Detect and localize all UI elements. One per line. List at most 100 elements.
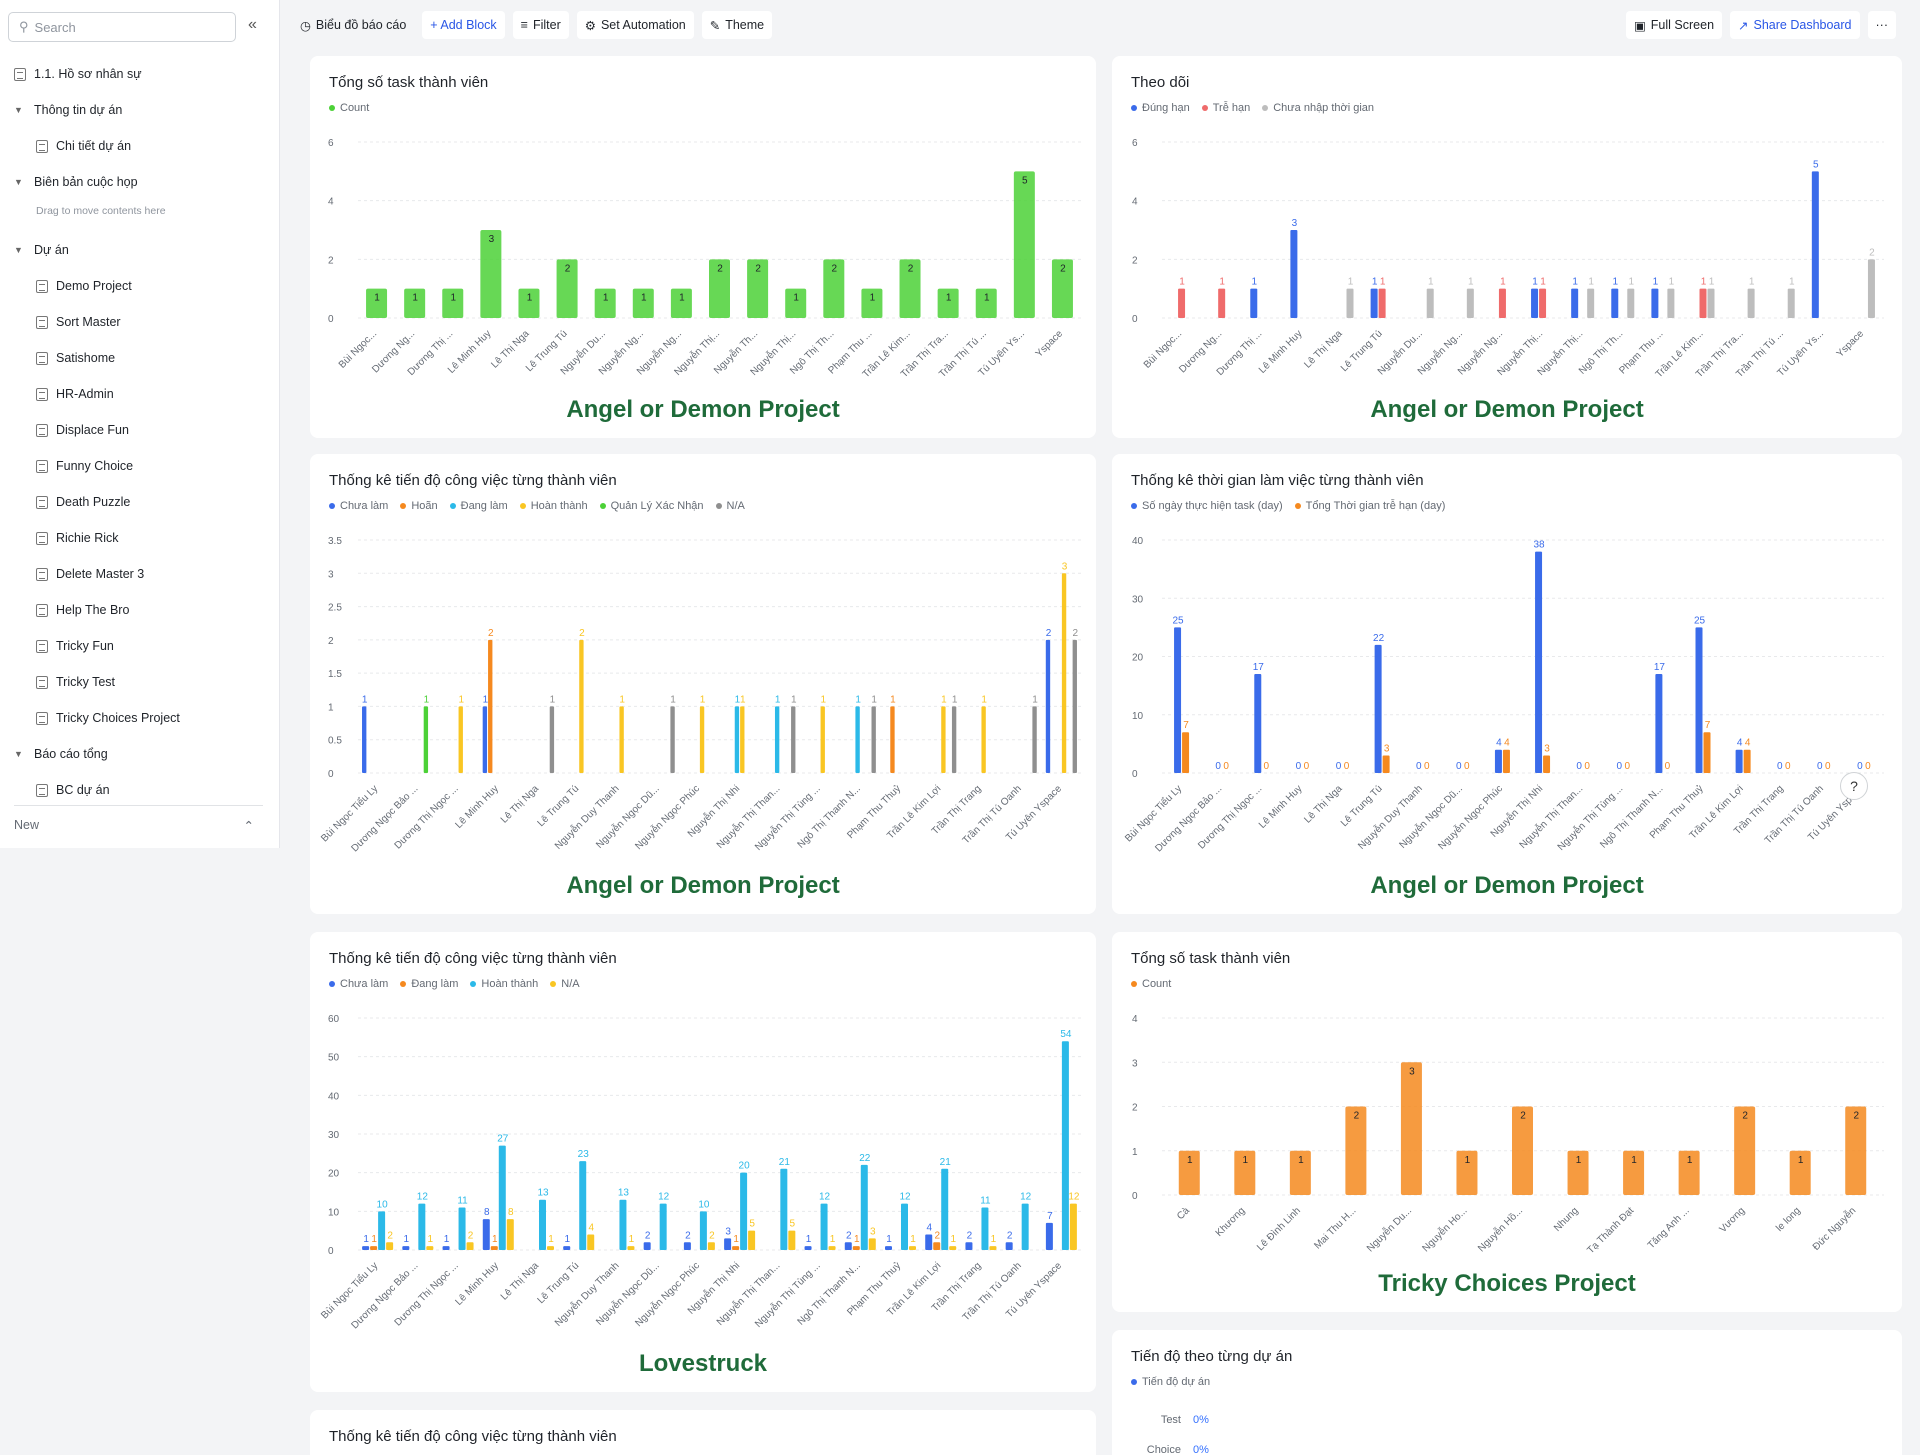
- chart-bar[interactable]: [844, 1242, 852, 1250]
- chart-bar[interactable]: [1345, 1106, 1367, 1196]
- chart-bar[interactable]: [1045, 639, 1051, 773]
- chart-bar[interactable]: [860, 1164, 868, 1250]
- chart-bar[interactable]: [1787, 288, 1795, 318]
- chart-bar[interactable]: [791, 706, 796, 773]
- sidebar-item[interactable]: ▼ Báo cáo tổng: [14, 744, 108, 764]
- chart-bar[interactable]: [734, 706, 740, 773]
- chart-bar[interactable]: [1611, 288, 1619, 318]
- chart-bar[interactable]: [861, 288, 883, 318]
- sidebar-item[interactable]: Tricky Choices Project: [36, 708, 180, 728]
- legend-item[interactable]: Chưa nhập thời gian: [1262, 102, 1374, 114]
- sidebar-item[interactable]: HR-Admin: [36, 384, 114, 404]
- set-automation-button[interactable]: ⚙ Set Automation: [576, 11, 694, 39]
- chart-bar[interactable]: [627, 1246, 635, 1250]
- chart-bar[interactable]: [1013, 171, 1035, 318]
- chart-bar[interactable]: [442, 1246, 450, 1250]
- chart-bar[interactable]: [1005, 1242, 1013, 1250]
- chart-bar[interactable]: [378, 1211, 386, 1250]
- chart-bar[interactable]: [370, 1246, 378, 1250]
- sidebar-item[interactable]: Help The Bro: [36, 600, 129, 620]
- chart-bar[interactable]: [740, 706, 745, 773]
- chart-bar[interactable]: [820, 1203, 828, 1250]
- chart-bar[interactable]: [1735, 749, 1743, 773]
- chart-bar[interactable]: [941, 1168, 949, 1250]
- chart-bar[interactable]: [1061, 573, 1067, 773]
- chart-bar[interactable]: [1651, 288, 1659, 318]
- chart-bar[interactable]: [828, 1246, 836, 1250]
- sidebar-item[interactable]: Tricky Fun: [36, 636, 114, 656]
- chart-bar[interactable]: [643, 1242, 651, 1250]
- chart-bar[interactable]: [909, 1246, 916, 1250]
- chart-bar[interactable]: [933, 1242, 941, 1250]
- legend-item[interactable]: Tổng Thời gian trễ hạn (day): [1294, 500, 1445, 512]
- legend-item[interactable]: Chưa làm: [329, 978, 388, 990]
- legend-item[interactable]: Count: [329, 102, 369, 114]
- chart-bar[interactable]: [1498, 288, 1506, 318]
- full-screen-button[interactable]: ▣ Full Screen: [1625, 11, 1723, 39]
- chart-bar[interactable]: [490, 1246, 498, 1250]
- chart-bar[interactable]: [1032, 706, 1037, 773]
- chart-bar[interactable]: [774, 706, 780, 773]
- chart-bar[interactable]: [1789, 1150, 1811, 1195]
- chart-bar[interactable]: [871, 706, 876, 773]
- chart-bar[interactable]: [579, 1161, 587, 1250]
- sidebar-item[interactable]: Death Puzzle: [36, 492, 130, 512]
- chart-bar[interactable]: [480, 230, 502, 318]
- chart-bar[interactable]: [885, 1246, 892, 1250]
- chart-bar[interactable]: [1382, 755, 1390, 773]
- chart-bar[interactable]: [659, 1203, 667, 1250]
- chart-bar[interactable]: [619, 1199, 627, 1250]
- sidebar-item[interactable]: Tricky Test: [36, 672, 115, 692]
- chart-bar[interactable]: [1667, 288, 1675, 318]
- chart-bar[interactable]: [1502, 749, 1510, 773]
- chart-bar[interactable]: [386, 1242, 394, 1250]
- chart-bar[interactable]: [362, 1246, 370, 1250]
- legend-item[interactable]: Đang làm: [400, 978, 458, 990]
- sidebar-item[interactable]: Sort Master: [36, 312, 121, 332]
- chart-bar[interactable]: [1250, 288, 1258, 318]
- chart-bar[interactable]: [366, 288, 388, 318]
- chart-bar[interactable]: [362, 706, 367, 773]
- chart-bar[interactable]: [518, 288, 540, 318]
- help-icon[interactable]: ?: [1840, 772, 1868, 800]
- chart-bar[interactable]: [539, 1199, 546, 1250]
- chart-bar[interactable]: [670, 706, 675, 773]
- chart-bar[interactable]: [466, 1242, 474, 1250]
- chart-bar[interactable]: [780, 1168, 788, 1250]
- chart-bar[interactable]: [804, 1246, 812, 1250]
- chart-bar[interactable]: [707, 1242, 715, 1250]
- legend-item[interactable]: Hoãn: [400, 500, 438, 512]
- filter-button[interactable]: ≡ Filter: [512, 11, 569, 39]
- chart-bar[interactable]: [563, 1246, 571, 1250]
- chart-bar[interactable]: [1678, 1150, 1700, 1195]
- chart-bar[interactable]: [965, 1242, 973, 1250]
- chart-bar[interactable]: [1587, 288, 1595, 318]
- chart-bar[interactable]: [1845, 1106, 1867, 1196]
- collapse-sidebar-icon[interactable]: «: [248, 16, 257, 33]
- chart-bar[interactable]: [1061, 1041, 1069, 1250]
- chart-bar[interactable]: [1567, 1150, 1589, 1195]
- chart-bar[interactable]: [1289, 1150, 1311, 1195]
- chart-bar[interactable]: [1535, 551, 1543, 773]
- chart-bar[interactable]: [1400, 1062, 1422, 1195]
- chart-bar[interactable]: [1703, 732, 1711, 773]
- chart-bar[interactable]: [788, 1230, 796, 1250]
- chart-bar[interactable]: [732, 1246, 740, 1250]
- chart-bar[interactable]: [619, 706, 624, 773]
- chart-bar[interactable]: [1543, 755, 1551, 773]
- sidebar-item[interactable]: Funny Choice: [36, 456, 133, 476]
- theme-button[interactable]: ✎ Theme: [701, 11, 773, 39]
- chart-bar[interactable]: [404, 288, 426, 318]
- chart-bar[interactable]: [890, 706, 895, 773]
- chart-bar[interactable]: [1178, 288, 1186, 318]
- chart-bar[interactable]: [1734, 1106, 1756, 1196]
- chart-bar[interactable]: [925, 1234, 933, 1250]
- chart-bar[interactable]: [855, 706, 860, 773]
- sidebar-item[interactable]: Delete Master 3: [36, 564, 144, 584]
- chart-bar[interactable]: [1254, 673, 1262, 773]
- chart-bar[interactable]: [1378, 288, 1386, 318]
- chart-bar[interactable]: [951, 706, 957, 773]
- chart-bar[interactable]: [1346, 288, 1354, 318]
- more-button[interactable]: ···: [1867, 11, 1896, 39]
- chart-bar[interactable]: [868, 1238, 876, 1250]
